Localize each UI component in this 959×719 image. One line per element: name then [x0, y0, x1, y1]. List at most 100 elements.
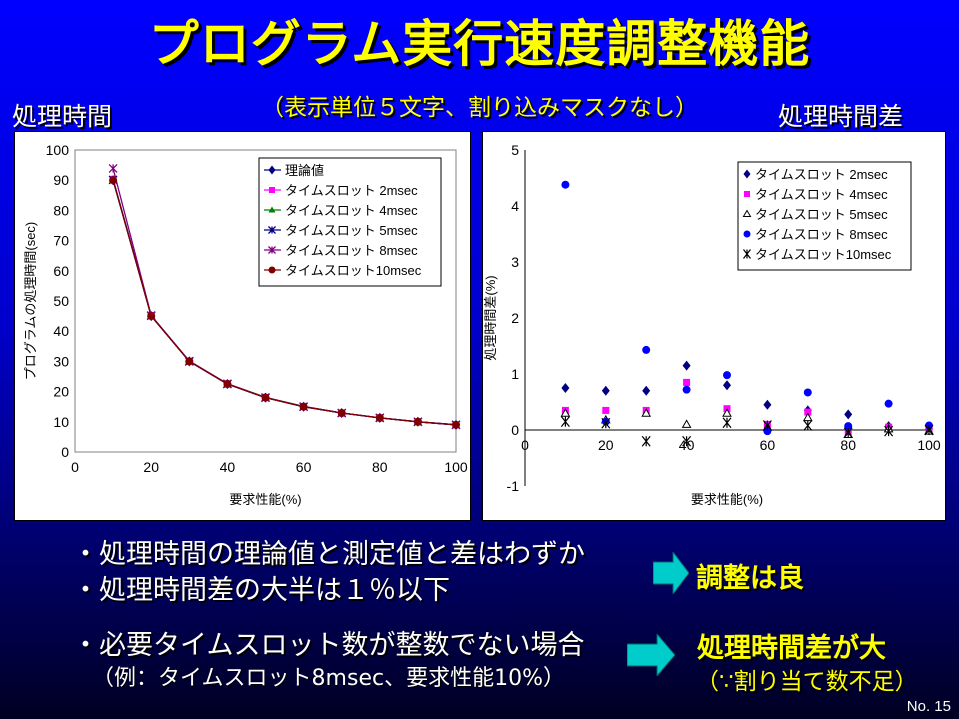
data-point — [844, 422, 853, 431]
data-point — [843, 427, 853, 439]
data-point — [804, 408, 812, 416]
x-axis-label: 要求性能(%) — [229, 492, 301, 507]
x-tick-label: 20 — [598, 437, 614, 453]
bullet-1: ・処理時間の理論値と測定値と差はわずか — [72, 539, 585, 570]
data-point — [682, 385, 691, 394]
data-point — [452, 420, 460, 429]
slide-title: プログラム実行速度調整機能 — [148, 15, 811, 73]
data-point — [642, 345, 651, 354]
legend-label: タイムスロット 8msec — [755, 227, 888, 242]
data-point — [762, 420, 772, 431]
y-tick-label: 10 — [53, 414, 69, 430]
data-point — [601, 417, 611, 429]
legend-marker — [269, 187, 275, 193]
y-tick-label: 2 — [511, 310, 519, 326]
legend-label: タイムスロット 5msec — [285, 223, 418, 238]
legend-label: タイムスロット 8msec — [285, 243, 418, 258]
processing-time-chart: 0 10 20 30 40 50 60 70 80 90 100 0 20 40 60 80 100 要求性能(%… — [23, 142, 468, 507]
legend-marker — [268, 165, 276, 175]
x-tick-label: 20 — [143, 459, 159, 475]
legend-marker — [268, 226, 276, 234]
y-tick-label: 80 — [53, 202, 69, 218]
legend-label: タイムスロット10msec — [285, 263, 422, 278]
right-chart-heading: 処理時間差 — [778, 102, 904, 131]
legend-marker — [268, 266, 276, 274]
data-point — [337, 409, 346, 418]
data-point — [803, 388, 812, 397]
data-point — [723, 380, 731, 391]
legend-marker — [743, 230, 751, 238]
data-point — [185, 357, 194, 366]
bullet-2: ・処理時間差の大半は１％以下 — [72, 575, 450, 606]
data-point — [722, 417, 732, 429]
legend — [258, 157, 442, 287]
data-point — [884, 425, 894, 437]
x-tick-label: 60 — [760, 437, 776, 453]
result-large-diff: 処理時間差が大 — [697, 633, 886, 664]
legend-marker — [268, 206, 276, 213]
x-tick-label: 40 — [220, 459, 236, 475]
legend-marker — [742, 209, 752, 217]
data-point — [723, 371, 731, 380]
legend-label: 理論値 — [285, 163, 324, 178]
data-point — [681, 419, 692, 428]
legend-label: タイムスロット 5msec — [755, 207, 888, 222]
legend-label: タイムスロット 4msec — [285, 203, 418, 218]
legend — [737, 161, 912, 271]
y-tick-label: 70 — [53, 233, 69, 249]
data-point — [413, 417, 422, 426]
result-good: 調整は良 — [696, 563, 804, 594]
example-note: （例：タイムスロット8msec、要求性能10%） — [92, 666, 565, 691]
left-chart-heading: 処理時間 — [12, 102, 113, 131]
x-tick-label: 0 — [521, 437, 529, 453]
y-tick-label: 0 — [511, 422, 519, 438]
data-point — [147, 312, 156, 321]
y-tick-label: 0 — [61, 444, 69, 460]
data-point — [641, 435, 651, 447]
y-tick-label: 60 — [53, 263, 69, 279]
y-axis-label: プログラムの処理時間(sec) — [23, 222, 38, 381]
data-point — [924, 424, 934, 436]
y-tick-label: 90 — [53, 172, 69, 188]
y-tick-label: 3 — [511, 254, 519, 270]
legend-marker — [743, 249, 751, 259]
data-point — [602, 406, 610, 414]
data-point — [683, 378, 691, 386]
data-point — [561, 383, 570, 393]
legend-marker — [744, 191, 750, 197]
y-tick-label: 100 — [46, 142, 70, 158]
arrow-right-icon — [653, 552, 689, 594]
processing-time-diff-chart-panel: -1 0 1 2 3 4 5 0 20 40 60 80 100 要求性能(%) 処理時間差(%) タイムスロ… — [482, 131, 946, 521]
data-point — [375, 413, 384, 422]
x-tick-label: 100 — [917, 437, 941, 453]
data-point — [682, 360, 691, 371]
data-point — [109, 176, 118, 185]
legend-label: タイムスロット 2msec — [755, 167, 888, 182]
x-tick-label: 80 — [372, 459, 388, 475]
data-point — [884, 399, 893, 408]
data-point — [803, 420, 813, 431]
x-axis-label: 要求性能(%) — [691, 492, 763, 507]
data-point — [763, 399, 772, 410]
bullet-3: ・必要タイムスロット数が整数でない場合 — [72, 630, 585, 661]
data-point — [641, 408, 652, 417]
data-point — [299, 402, 308, 411]
y-tick-label: 1 — [511, 366, 519, 382]
y-tick-label: -1 — [507, 478, 520, 494]
y-tick-label: 20 — [53, 384, 69, 400]
y-tick-label: 30 — [53, 353, 69, 369]
processing-time-chart-panel: 0 10 20 30 40 50 60 70 80 90 100 0 20 40 60 80 100 要求性能(%… — [14, 131, 471, 521]
x-tick-label: 0 — [71, 459, 79, 475]
y-tick-label: 50 — [53, 293, 69, 309]
legend-marker — [743, 169, 751, 179]
y-tick-label: 40 — [53, 323, 69, 339]
data-point — [682, 435, 692, 447]
data-point — [261, 393, 270, 402]
page-number: No. 15 — [906, 698, 951, 715]
series-line — [112, 180, 457, 426]
y-tick-label: 4 — [511, 198, 519, 214]
legend-label: タイムスロット 4msec — [755, 187, 888, 202]
data-point — [561, 180, 570, 189]
y-axis-label: 処理時間差(%) — [483, 275, 498, 360]
